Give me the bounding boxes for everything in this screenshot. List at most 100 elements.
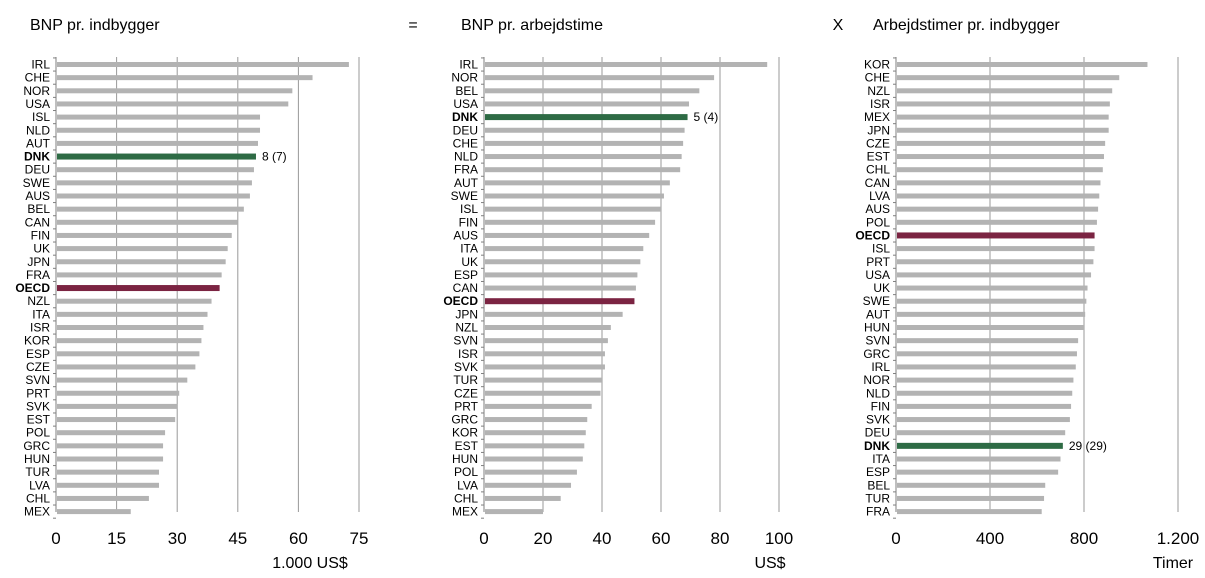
category-label: MEX (24, 505, 50, 519)
bar-prt (57, 390, 180, 396)
chart-title: BNP pr. arbejdstime (461, 17, 603, 34)
bar-cze (897, 140, 1106, 146)
category-label: HUN (24, 452, 50, 466)
bar-bel (485, 88, 700, 94)
category-label: SVN (453, 334, 478, 348)
bar-bel (57, 206, 244, 212)
category-label: EST (455, 439, 479, 453)
bar-est (897, 154, 1104, 160)
bar-chl (897, 167, 1103, 173)
bar-dnk (897, 442, 1063, 449)
x-tick-label: 400 (976, 529, 1004, 548)
category-label: POL (26, 426, 50, 440)
category-label: UK (873, 281, 890, 295)
category-label: LVA (29, 478, 50, 492)
category-label: JPN (867, 123, 890, 137)
bar-deu (485, 127, 685, 133)
category-label: EST (867, 150, 891, 164)
bar-mex (897, 114, 1109, 120)
category-label: CZE (866, 136, 890, 150)
category-label: AUS (25, 189, 50, 203)
bar-tur (485, 377, 602, 383)
bar-oecd (897, 232, 1095, 239)
bar-isr (897, 101, 1110, 107)
category-label: NZL (867, 84, 890, 98)
bar-bel (897, 482, 1046, 488)
category-label: ITA (872, 452, 890, 466)
category-label: BEL (455, 84, 478, 98)
bar-grc (485, 417, 588, 423)
category-label: ESP (454, 268, 478, 282)
bar-prt (897, 259, 1094, 265)
category-label: FRA (454, 163, 478, 177)
category-label: MEX (452, 505, 478, 519)
category-label: NLD (26, 123, 50, 137)
category-label: HUN (864, 321, 890, 335)
bar-jpn (897, 127, 1109, 133)
bar-grc (897, 351, 1077, 357)
category-label: ISL (872, 242, 890, 256)
bar-oecd (485, 298, 635, 305)
bar-pol (897, 219, 1097, 225)
x-tick-label: 45 (228, 529, 247, 548)
bar-swe (57, 180, 252, 186)
bar-grc (57, 443, 164, 449)
bar-svn (897, 338, 1079, 344)
category-label: CAN (865, 176, 890, 190)
bar-lva (897, 193, 1100, 199)
chart-title: BNP pr. indbygger (30, 17, 160, 34)
bar-svk (897, 417, 1070, 423)
bar-isl (897, 246, 1095, 252)
bar-pol (485, 469, 577, 475)
operator-equals: = (408, 17, 417, 34)
bar-che (57, 75, 313, 81)
category-label: DEU (25, 163, 50, 177)
category-label: NOR (451, 71, 478, 85)
bar-usa (897, 272, 1092, 278)
category-label: SVN (865, 334, 890, 348)
category-label: SVK (26, 399, 50, 413)
bar-deu (57, 167, 254, 173)
category-label: USA (865, 268, 890, 282)
category-label: CHL (26, 491, 50, 505)
category-label: SVK (454, 360, 478, 374)
category-label: DEU (865, 426, 890, 440)
category-label: GRC (451, 413, 478, 427)
category-label: PRT (26, 386, 50, 400)
bar-nzl (485, 325, 611, 330)
category-label: CHL (866, 163, 890, 177)
bar-tur (897, 495, 1045, 501)
bar-irl (897, 364, 1076, 370)
bar-cze (485, 390, 601, 396)
x-tick-label: 40 (593, 529, 612, 548)
category-label: AUT (454, 176, 479, 190)
bar-svk (57, 403, 178, 409)
bar-kor (57, 338, 202, 344)
bar-ita (897, 456, 1061, 462)
bar-kor (897, 62, 1148, 67)
bar-swe (897, 298, 1087, 304)
bar-chl (485, 495, 561, 501)
category-label: ESP (26, 347, 50, 361)
bar-can (897, 180, 1101, 186)
bar-pol (57, 430, 166, 436)
category-label: CZE (454, 386, 478, 400)
rank-annotation: 8 (7) (262, 150, 287, 164)
bar-nor (897, 377, 1074, 383)
bar-can (57, 219, 238, 225)
category-label: CHL (454, 491, 478, 505)
bar-lva (57, 482, 160, 488)
category-label: NLD (866, 386, 890, 400)
bar-fra (57, 272, 222, 278)
bar-ita (485, 246, 644, 252)
category-label: AUT (26, 136, 51, 150)
x-tick-label: 30 (168, 529, 187, 548)
category-label: CAN (453, 281, 478, 295)
x-tick-label: 0 (479, 529, 488, 548)
bar-prt (485, 403, 592, 409)
category-label: ITA (32, 307, 50, 321)
bar-mex (57, 509, 131, 515)
bar-aus (485, 232, 650, 238)
